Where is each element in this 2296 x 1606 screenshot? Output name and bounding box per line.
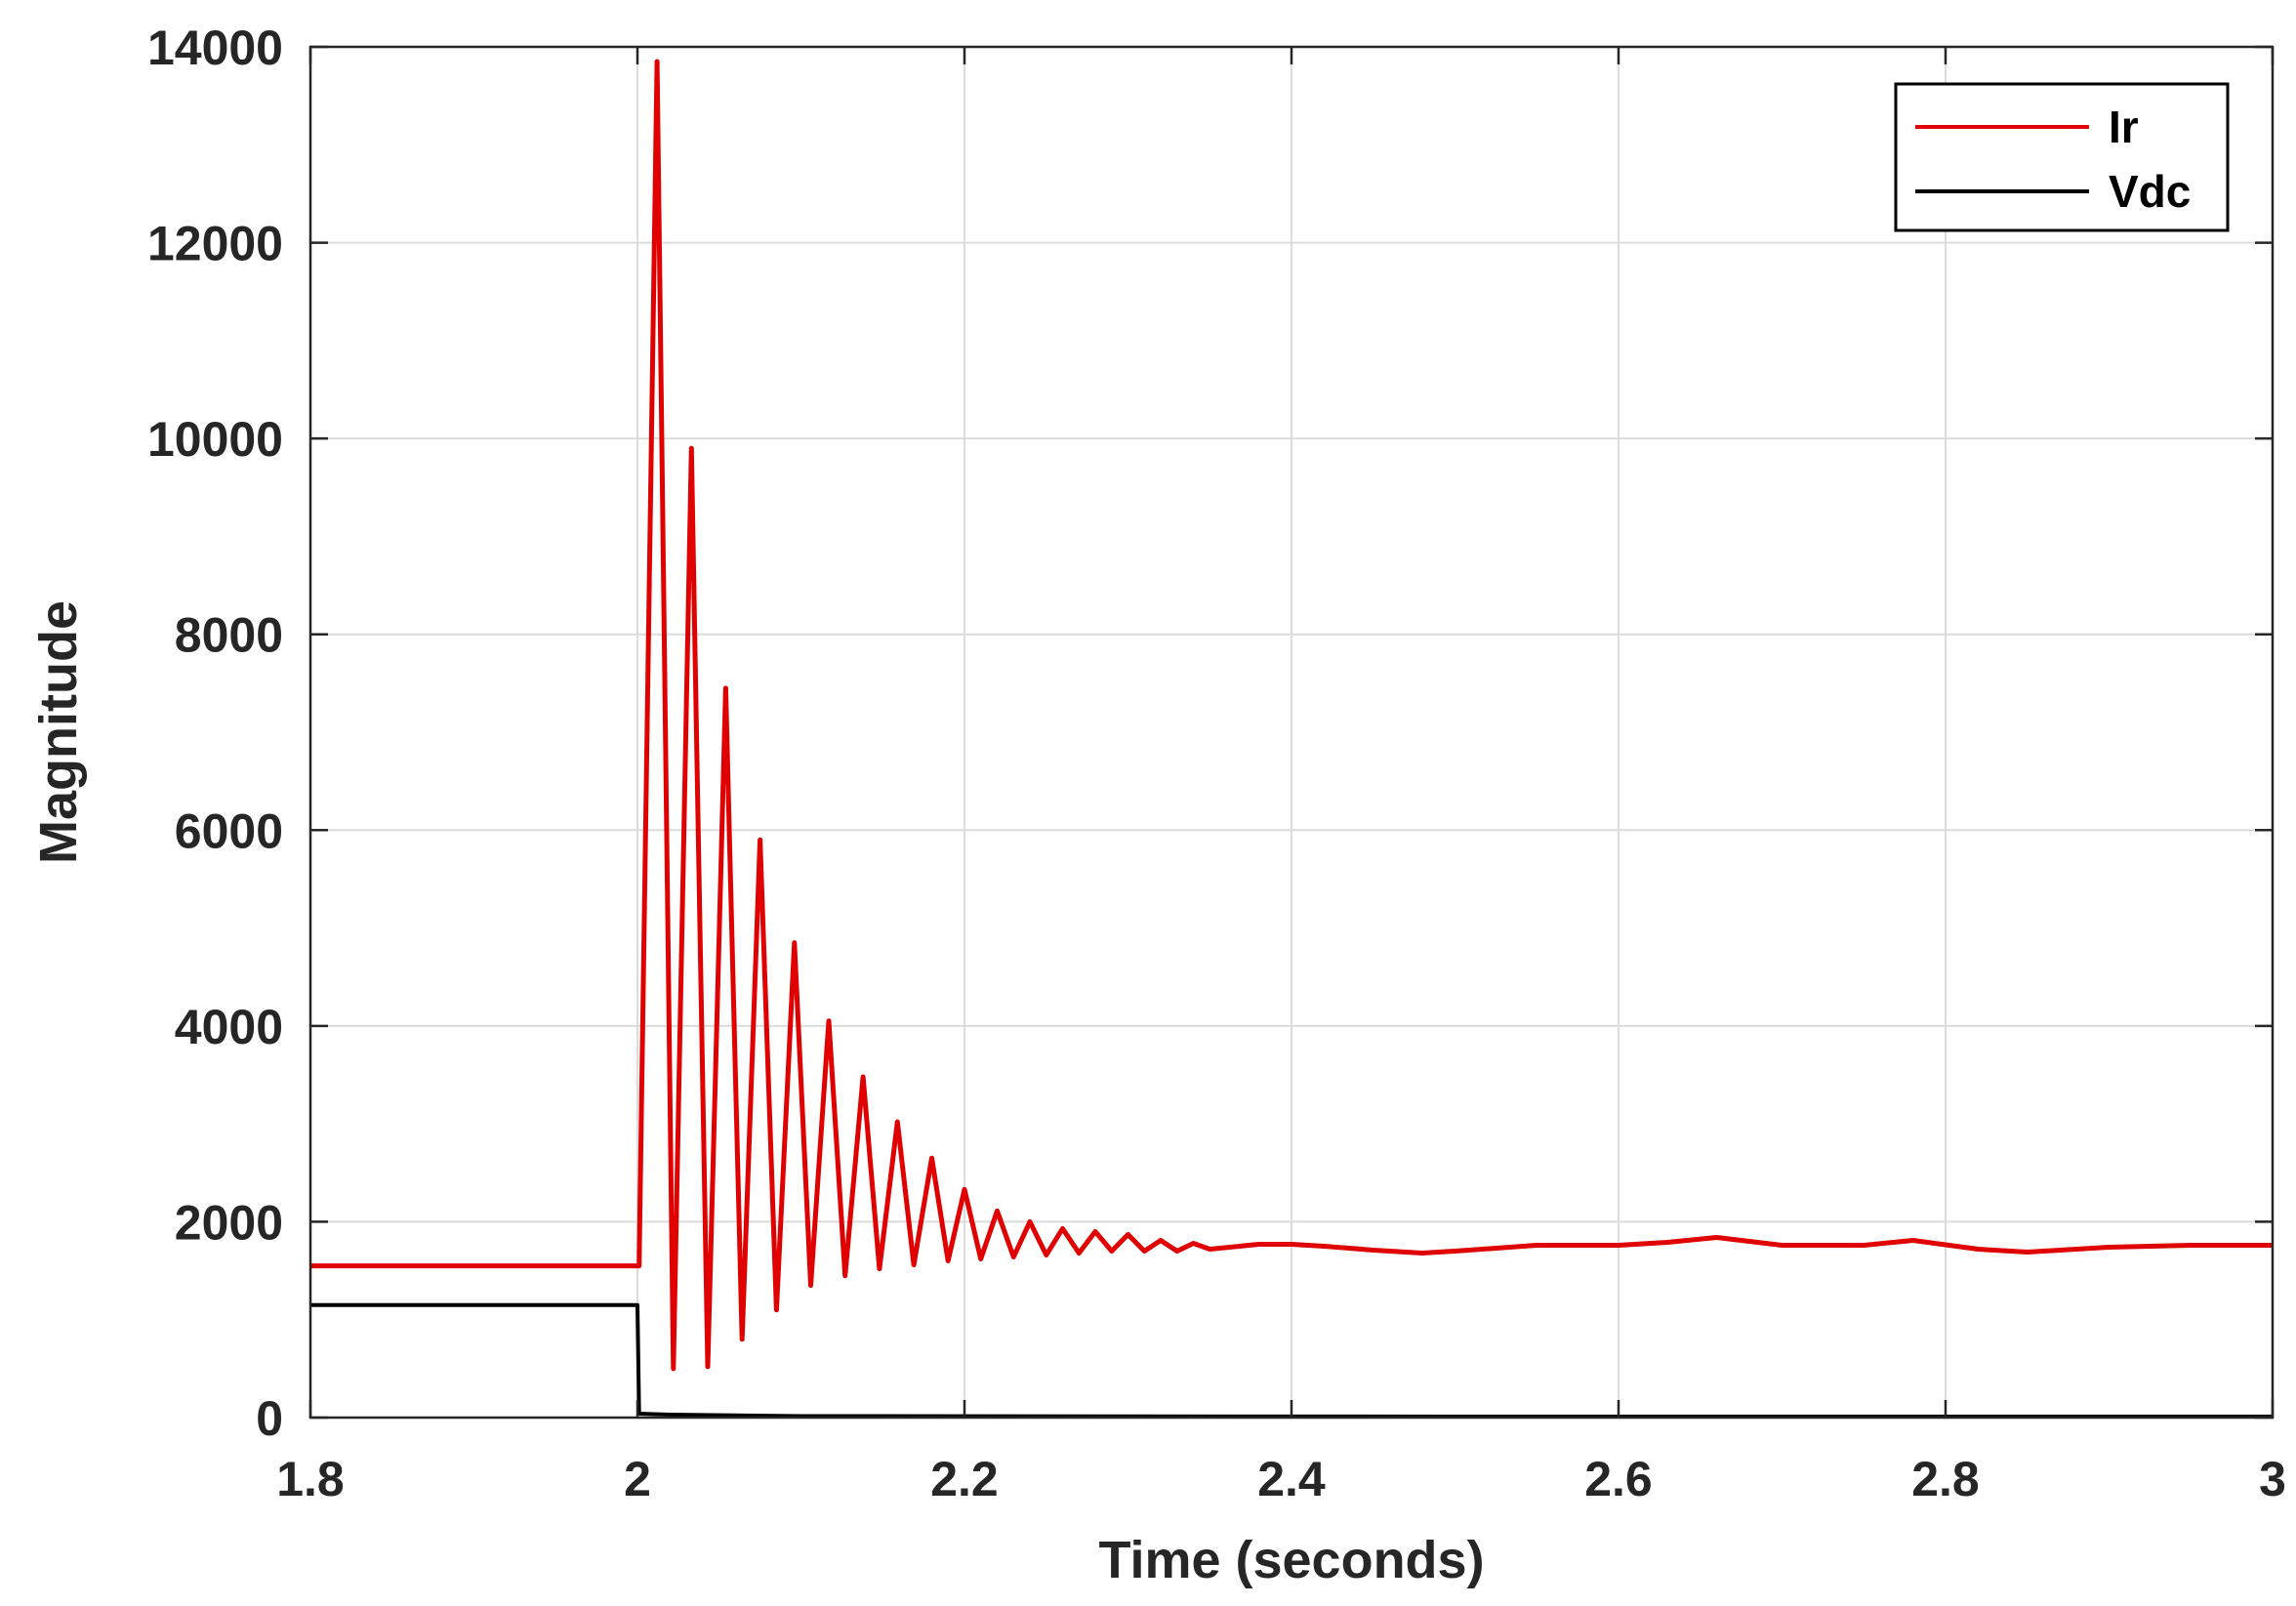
x-tick-label: 2.6 <box>1584 1452 1653 1506</box>
y-tick-label: 4000 <box>175 1000 283 1054</box>
y-tick-label: 2000 <box>175 1195 283 1250</box>
y-tick-label: 0 <box>256 1391 283 1446</box>
y-tick-label: 10000 <box>147 412 283 467</box>
y-tick-label: 6000 <box>175 803 283 858</box>
x-tick-label: 2.8 <box>1911 1452 1980 1506</box>
y-tick-label: 14000 <box>147 21 283 75</box>
y-tick-label: 8000 <box>175 608 283 663</box>
y-tick-label: 12000 <box>147 217 283 271</box>
x-tick-label: 2.4 <box>1257 1452 1326 1506</box>
x-tick-label: 2 <box>624 1452 651 1506</box>
x-tick-label: 2.2 <box>930 1452 999 1506</box>
legend-label-vdc: Vdc <box>2109 166 2191 217</box>
x-axis-label: Time (seconds) <box>1098 1531 1484 1589</box>
legend: Ir Vdc <box>1894 82 2230 232</box>
y-axis-label: Magnitude <box>29 600 88 864</box>
legend-box <box>1894 82 2230 232</box>
x-tick-label: 3 <box>2259 1452 2286 1506</box>
x-tick-label: 1.8 <box>276 1452 345 1506</box>
tick-labels: 1.8 2 2.2 2.4 2.6 2.8 3 0 2000 4000 6000 8000 10000 1… <box>147 21 2286 1506</box>
legend-label-ir: Ir <box>2109 102 2139 152</box>
series-line-ir <box>310 59 2273 1372</box>
